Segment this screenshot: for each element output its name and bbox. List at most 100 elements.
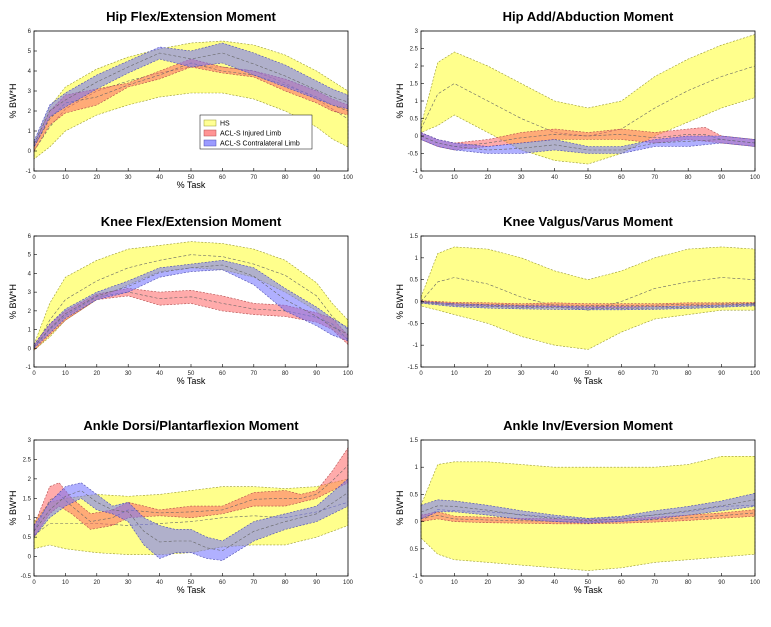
y-tick-label: -1 xyxy=(26,169,32,175)
y-tick-label: 0 xyxy=(28,555,32,561)
x-tick-label: 40 xyxy=(551,580,558,586)
mean-line-acl-s-contralateral-limb xyxy=(33,490,349,552)
x-tick-label: 0 xyxy=(419,175,423,181)
x-tick-label: 70 xyxy=(250,580,257,586)
y-tick-label: 0.5 xyxy=(410,492,419,498)
chart-title: Ankle Inv/Eversion Moment xyxy=(503,418,673,433)
y-tick-label: 2.5 xyxy=(410,47,419,53)
y-tick-label: 0 xyxy=(28,149,32,155)
y-tick-label: 1 xyxy=(415,465,419,471)
x-tick-label: 20 xyxy=(93,175,100,181)
x-tick-label: 60 xyxy=(618,371,625,377)
y-axis-label: % BW*H xyxy=(8,83,18,118)
y-tick-label: 4 xyxy=(28,271,32,277)
x-tick-label: 50 xyxy=(188,371,195,377)
x-tick-label: 90 xyxy=(313,175,320,181)
x-tick-label: 60 xyxy=(618,580,625,586)
x-tick-label: 50 xyxy=(585,580,592,586)
y-tick-label: -0.5 xyxy=(408,321,419,327)
band-hs xyxy=(420,34,756,165)
x-tick-label: 10 xyxy=(62,175,69,181)
y-tick-label: 0 xyxy=(28,346,32,352)
y-axis-label: % BW*H xyxy=(395,490,405,525)
y-tick-label: 0 xyxy=(415,520,419,526)
mean-line-acl-s-contralateral-limb xyxy=(420,135,756,151)
x-tick-label: 40 xyxy=(551,175,558,181)
mean-line-hs xyxy=(420,277,756,311)
x-tick-label: 30 xyxy=(125,371,132,377)
y-tick-label: 0.5 xyxy=(23,535,32,541)
y-tick-label: -0.5 xyxy=(408,152,419,158)
x-tick-label: 90 xyxy=(718,175,725,181)
y-tick-label: -1 xyxy=(413,343,419,349)
y-tick-label: 1 xyxy=(28,328,32,334)
y-tick-label: 1 xyxy=(28,129,32,135)
x-tick-label: 0 xyxy=(32,371,36,377)
band-acl-s-injured-limb xyxy=(420,509,756,525)
y-tick-label: -1 xyxy=(413,169,419,175)
x-tick-label: 70 xyxy=(651,580,658,586)
y-tick-label: 3 xyxy=(28,89,32,95)
x-tick-label: 40 xyxy=(156,580,163,586)
y-tick-label: 4 xyxy=(28,69,32,75)
legend: HS ACL-S Injured Limb ACL-S Contralateral … xyxy=(199,114,313,150)
x-tick-label: 80 xyxy=(685,580,692,586)
legend-swatch-acl-s-injured-limb xyxy=(203,129,217,137)
x-tick-label: 0 xyxy=(419,580,423,586)
mean-line-acl-s-injured-limb xyxy=(33,291,349,348)
chart-title: Ankle Dorsi/Plantarflexion Moment xyxy=(83,418,299,433)
y-tick-label: 2 xyxy=(28,109,32,115)
x-tick-label: 80 xyxy=(282,175,289,181)
x-tick-label: 40 xyxy=(156,175,163,181)
x-tick-label: 40 xyxy=(156,371,163,377)
y-tick-label: 6 xyxy=(28,234,32,240)
mean-line-acl-s-contralateral-limb xyxy=(33,264,349,347)
y-tick-label: 0.5 xyxy=(410,117,419,123)
x-tick-label: 10 xyxy=(451,175,458,181)
x-axis-label: % Task xyxy=(177,376,206,386)
y-tick-label: 2 xyxy=(28,309,32,315)
x-tick-label: 90 xyxy=(313,580,320,586)
x-tick-label: 40 xyxy=(551,371,558,377)
x-tick-label: 100 xyxy=(750,371,761,377)
x-tick-label: 20 xyxy=(484,580,491,586)
y-tick-label: 5 xyxy=(28,253,32,259)
y-tick-label: 1 xyxy=(28,516,32,522)
mean-line-acl-s-contralateral-limb xyxy=(33,52,349,145)
y-tick-label: 1 xyxy=(415,99,419,105)
chart-hip-add-abduction-moment: 0 10 20 30 40 50 60 70 80 90 100 -1 -0.5 0 0.5 1 1.5 2 2.5… xyxy=(395,9,761,181)
legend-swatch-acl-s-contralateral-limb xyxy=(203,139,217,147)
x-tick-label: 30 xyxy=(518,175,525,181)
x-tick-label: 100 xyxy=(750,580,761,586)
chart-ankle-inv-eversion-moment: 0 10 20 30 40 50 60 70 80 90 100 -1 0.5 0 0.5 1 1.5 Ankle… xyxy=(395,418,761,595)
x-tick-label: 80 xyxy=(685,371,692,377)
chart-ankle-dorsi-plantarflexion-moment: 0 10 20 30 40 50 60 70 80 90 100-0.500.511.522.53A… xyxy=(8,418,354,595)
x-tick-label: 70 xyxy=(250,371,257,377)
x-tick-label: 90 xyxy=(313,371,320,377)
chart-knee-valgus-varus-moment: 0 10 20 30 40 50 60 70 80 90 100 -1.5 -1 -0.5 0 0.5 1 1.5… xyxy=(395,214,761,386)
x-tick-label: 60 xyxy=(219,175,226,181)
y-axis-label: % BW*H xyxy=(395,83,405,118)
y-tick-label: 1.5 xyxy=(410,234,419,240)
y-tick-label: 1 xyxy=(415,256,419,262)
x-tick-label: 30 xyxy=(125,175,132,181)
y-tick-label: 1.5 xyxy=(23,496,32,502)
chart-title: Hip Flex/Extension Moment xyxy=(106,9,276,24)
x-tick-label: 50 xyxy=(585,175,592,181)
x-tick-label: 50 xyxy=(585,371,592,377)
chart-title: Knee Flex/Extension Moment xyxy=(101,214,282,229)
x-tick-label: 70 xyxy=(651,175,658,181)
x-tick-label: 70 xyxy=(651,371,658,377)
mean-line-hs xyxy=(33,254,349,349)
legend-label-hs: HS xyxy=(220,121,230,128)
x-tick-label: 10 xyxy=(451,371,458,377)
x-tick-label: 10 xyxy=(451,580,458,586)
x-tick-label: 0 xyxy=(32,175,36,181)
mean-line-acl-s-injured-limb xyxy=(33,465,349,532)
x-tick-label: 50 xyxy=(188,175,195,181)
x-tick-label: 0 xyxy=(32,580,36,586)
y-tick-label: 1.5 xyxy=(410,82,419,88)
y-tick-label: -1 xyxy=(26,365,32,371)
